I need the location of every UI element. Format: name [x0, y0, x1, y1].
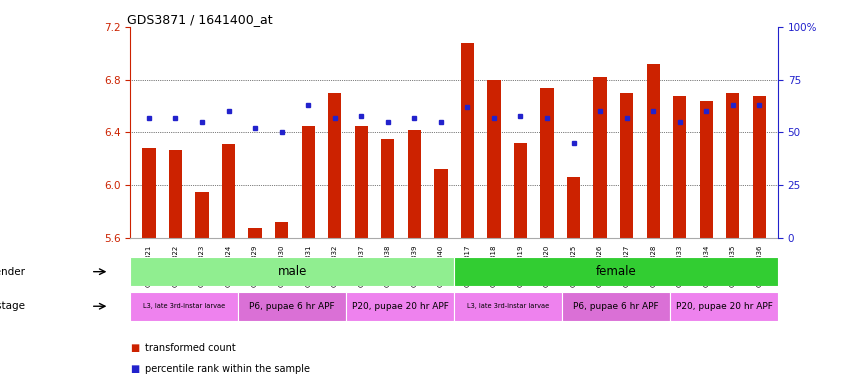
Text: development stage: development stage [0, 301, 25, 311]
Text: P6, pupae 6 hr APF: P6, pupae 6 hr APF [250, 302, 335, 311]
Bar [130, 292, 238, 321]
Text: L3, late 3rd-instar larvae: L3, late 3rd-instar larvae [467, 303, 549, 309]
Text: transformed count: transformed count [145, 343, 236, 353]
Bar [355, 126, 368, 238]
Bar [541, 88, 553, 238]
Bar [726, 93, 739, 238]
Bar [238, 292, 346, 321]
Bar [328, 93, 341, 238]
Text: male: male [278, 265, 307, 278]
Bar [222, 144, 235, 238]
Bar [454, 257, 778, 286]
Bar [700, 101, 713, 238]
Bar [461, 43, 474, 238]
Text: percentile rank within the sample: percentile rank within the sample [145, 364, 310, 374]
Bar [130, 257, 454, 286]
Bar [169, 150, 182, 238]
Bar [434, 169, 447, 238]
Text: P6, pupae 6 hr APF: P6, pupae 6 hr APF [574, 302, 659, 311]
Bar [567, 177, 580, 238]
Bar [514, 143, 527, 238]
Text: ■: ■ [130, 343, 140, 353]
Text: GDS3871 / 1641400_at: GDS3871 / 1641400_at [127, 13, 272, 26]
Bar [454, 292, 562, 321]
Text: P20, pupae 20 hr APF: P20, pupae 20 hr APF [675, 302, 772, 311]
Bar [195, 192, 209, 238]
Bar [647, 64, 660, 238]
Bar [381, 139, 394, 238]
Bar [673, 96, 686, 238]
Bar [487, 80, 500, 238]
Text: P20, pupae 20 hr APF: P20, pupae 20 hr APF [352, 302, 448, 311]
Bar [346, 292, 454, 321]
Bar [302, 126, 315, 238]
Bar [620, 93, 633, 238]
Text: L3, late 3rd-instar larvae: L3, late 3rd-instar larvae [143, 303, 225, 309]
Bar [248, 228, 262, 238]
Bar [594, 77, 606, 238]
Bar [408, 130, 421, 238]
Text: female: female [595, 265, 637, 278]
Bar [562, 292, 670, 321]
Bar [670, 292, 778, 321]
Bar [275, 222, 288, 238]
Text: gender: gender [0, 266, 25, 277]
Text: ■: ■ [130, 364, 140, 374]
Bar [753, 96, 766, 238]
Bar [142, 148, 156, 238]
